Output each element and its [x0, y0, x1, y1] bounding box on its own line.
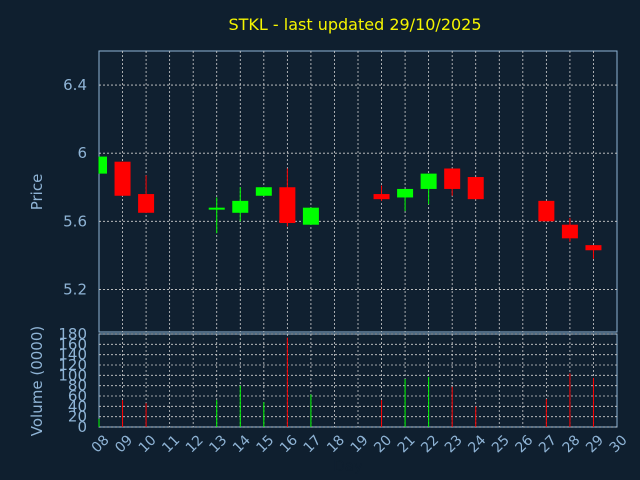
x-tick-label: 08	[89, 432, 113, 456]
candle-body	[138, 194, 155, 213]
price-tick-label: 6	[77, 144, 87, 162]
candle-body	[561, 224, 578, 239]
candle-body	[208, 207, 225, 210]
x-tick-label: 23	[442, 432, 466, 456]
candle-body	[232, 200, 249, 213]
volume-tick-label: 100	[58, 366, 87, 384]
x-tick-label: 30	[607, 432, 631, 456]
candle-body	[585, 245, 602, 251]
price-axis-label: Price	[28, 174, 46, 211]
volume-tick-label: 180	[58, 325, 87, 343]
x-tick-label: 19	[348, 432, 372, 456]
x-tick-label: 09	[112, 432, 136, 456]
volume-tick-label: 120	[58, 356, 87, 374]
x-tick-label: 11	[159, 432, 183, 456]
volume-tick-label: 20	[68, 408, 87, 426]
candle-body	[114, 161, 131, 196]
candle-body	[420, 173, 437, 189]
volume-tick-label: 40	[68, 397, 87, 415]
x-tick-label: 14	[230, 432, 254, 456]
x-tick-label: 26	[513, 432, 537, 456]
x-tick-label: 20	[371, 432, 395, 456]
candles	[98, 156, 602, 259]
x-tick-label: 28	[560, 432, 584, 456]
candle-body	[99, 156, 107, 174]
x-tick-label: 24	[465, 432, 489, 456]
price-tick-label: 5.6	[63, 212, 87, 230]
x-tick-label: 13	[206, 432, 230, 456]
volume-bars	[98, 337, 594, 427]
candle-body	[373, 194, 390, 200]
volume-axis-label: Volume (0000)	[28, 326, 46, 436]
x-tick-label: 21	[395, 432, 419, 456]
chart-title: STKL - last updated 29/10/2025	[228, 15, 481, 34]
x-tick-label: 12	[183, 432, 207, 456]
vertical-grid	[122, 51, 594, 427]
candle-body	[467, 177, 484, 200]
price-tick-labels: 6.4 6 5.6 5.2	[63, 76, 87, 298]
candle-body	[444, 168, 461, 189]
x-axis-label: Day	[333, 457, 363, 475]
volume-tick-label: 0	[77, 418, 87, 436]
x-tick-label: 27	[536, 432, 560, 456]
price-tick-label: 5.2	[63, 280, 87, 298]
x-tick-label: 15	[254, 432, 278, 456]
volume-tick-label: 160	[58, 335, 87, 353]
candle-body	[397, 188, 414, 198]
x-tick-label: 16	[277, 432, 301, 456]
candle-body	[302, 207, 319, 225]
volume-tick-label: 140	[58, 346, 87, 364]
x-tick-label: 17	[301, 432, 325, 456]
x-tick-label: 25	[489, 432, 513, 456]
volume-tick-label: 80	[68, 377, 87, 395]
candle-body	[255, 187, 272, 196]
x-tick-label: 29	[583, 432, 607, 456]
x-tick-label: 10	[136, 432, 160, 456]
price-tick-label: 6.4	[63, 76, 87, 94]
candle-body	[538, 200, 555, 222]
x-tick-label: 18	[324, 432, 348, 456]
x-tick-labels: 08 09 10 11 12 13 14 15 16 17 18 19 20 21 22 23 24 25 26 27…	[89, 432, 631, 456]
candle-body	[279, 187, 296, 224]
volume-tick-label: 60	[68, 387, 87, 405]
x-tick-label: 22	[418, 432, 442, 456]
